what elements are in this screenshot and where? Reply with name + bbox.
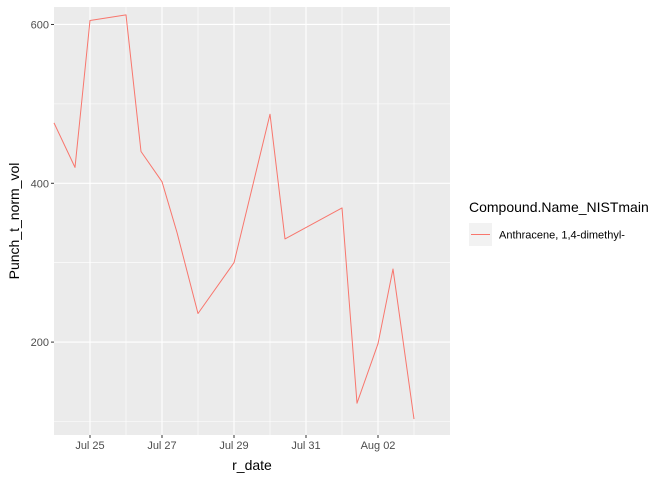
legend: Compound.Name_NISTmain Anthracene, 1,4-d… — [469, 199, 649, 246]
y-tick-label: 600 — [31, 19, 49, 31]
x-tick-label: Jul 27 — [147, 440, 176, 452]
x-axis: Jul 25 Jul 27 Jul 29 Jul 31 Aug 02 — [75, 435, 395, 452]
x-tick-label: Jul 31 — [291, 440, 320, 452]
series-layer — [53, 14, 415, 420]
legend-title: Compound.Name_NISTmain — [469, 199, 649, 215]
x-tick-label: Aug 02 — [361, 440, 396, 452]
y-tick-label: 200 — [31, 337, 49, 349]
series-line — [53, 14, 415, 420]
y-axis-title: Punch_t_norm_vol — [6, 163, 22, 280]
y-tick-label: 400 — [31, 178, 49, 190]
x-tick-label: Jul 29 — [219, 440, 248, 452]
y-axis: 200 400 600 — [31, 19, 54, 349]
x-tick-label: Jul 25 — [75, 440, 104, 452]
legend-label: Anthracene, 1,4-dimethyl- — [499, 230, 625, 242]
plot-panel — [54, 7, 450, 435]
major-gridlines — [54, 7, 450, 435]
x-axis-title: r_date — [232, 457, 272, 473]
minor-gridlines — [54, 7, 450, 435]
